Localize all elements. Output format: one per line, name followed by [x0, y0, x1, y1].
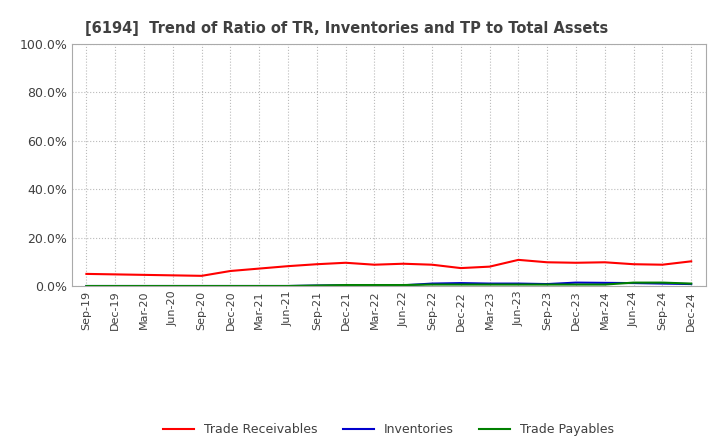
Inventories [428, 281, 436, 286]
Inventories [168, 283, 177, 289]
Trade Receivables [312, 261, 321, 267]
Trade Receivables [428, 262, 436, 268]
Inventories [629, 280, 638, 286]
Text: [6194]  Trend of Ratio of TR, Inventories and TP to Total Assets: [6194] Trend of Ratio of TR, Inventories… [85, 21, 608, 36]
Inventories [312, 283, 321, 288]
Trade Receivables [687, 259, 696, 264]
Trade Receivables [197, 273, 206, 279]
Trade Payables [399, 282, 408, 288]
Inventories [82, 283, 91, 289]
Trade Receivables [399, 261, 408, 266]
Trade Payables [514, 282, 523, 287]
Inventories [255, 283, 264, 289]
Inventories [658, 281, 667, 286]
Trade Payables [140, 283, 148, 289]
Trade Payables [687, 281, 696, 286]
Trade Payables [312, 283, 321, 288]
Inventories [687, 282, 696, 287]
Trade Receivables [82, 271, 91, 277]
Inventories [543, 282, 552, 287]
Trade Payables [456, 282, 465, 287]
Line: Inventories: Inventories [86, 282, 691, 286]
Inventories [111, 283, 120, 289]
Trade Payables [284, 283, 292, 289]
Trade Payables [255, 283, 264, 289]
Trade Receivables [485, 264, 494, 269]
Trade Receivables [284, 264, 292, 269]
Trade Receivables [226, 268, 235, 274]
Trade Payables [428, 282, 436, 287]
Legend: Trade Receivables, Inventories, Trade Payables: Trade Receivables, Inventories, Trade Pa… [158, 418, 619, 440]
Line: Trade Payables: Trade Payables [86, 282, 691, 286]
Inventories [226, 283, 235, 289]
Inventories [485, 281, 494, 286]
Trade Payables [197, 283, 206, 289]
Inventories [197, 283, 206, 289]
Trade Receivables [543, 260, 552, 265]
Inventories [370, 282, 379, 288]
Inventories [341, 282, 350, 288]
Trade Payables [341, 282, 350, 288]
Inventories [140, 283, 148, 289]
Inventories [572, 280, 580, 285]
Trade Receivables [255, 266, 264, 271]
Trade Payables [658, 280, 667, 285]
Inventories [456, 280, 465, 286]
Trade Receivables [456, 265, 465, 271]
Inventories [284, 283, 292, 289]
Trade Receivables [341, 260, 350, 265]
Trade Payables [82, 283, 91, 289]
Trade Receivables [140, 272, 148, 278]
Inventories [600, 280, 609, 286]
Inventories [514, 281, 523, 286]
Trade Payables [629, 280, 638, 285]
Trade Payables [370, 282, 379, 288]
Inventories [399, 282, 408, 288]
Trade Receivables [168, 273, 177, 278]
Trade Receivables [658, 262, 667, 268]
Trade Payables [226, 283, 235, 289]
Trade Receivables [572, 260, 580, 265]
Trade Receivables [514, 257, 523, 263]
Trade Payables [168, 283, 177, 289]
Trade Receivables [370, 262, 379, 268]
Trade Payables [600, 282, 609, 287]
Trade Payables [543, 282, 552, 287]
Trade Receivables [629, 261, 638, 267]
Trade Payables [111, 283, 120, 289]
Trade Receivables [111, 272, 120, 277]
Trade Payables [572, 282, 580, 287]
Trade Payables [485, 282, 494, 287]
Line: Trade Receivables: Trade Receivables [86, 260, 691, 276]
Trade Receivables [600, 260, 609, 265]
